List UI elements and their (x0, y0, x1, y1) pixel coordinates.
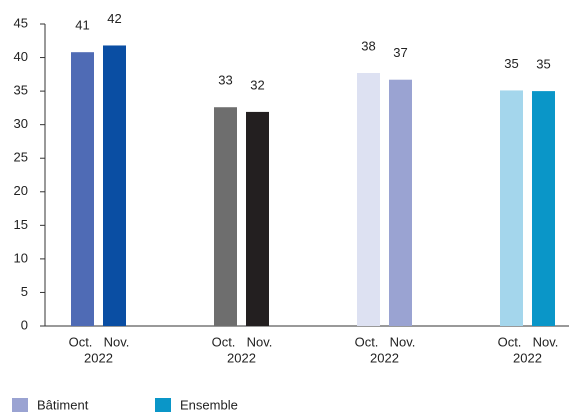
value-label: 37 (393, 45, 407, 60)
bar (532, 91, 555, 326)
y-tick-label: 45 (14, 15, 28, 30)
value-label: 38 (361, 38, 375, 53)
y-tick-label: 25 (14, 150, 28, 165)
value-label: 35 (536, 57, 550, 72)
y-tick-label: 35 (14, 83, 28, 98)
x-tick-label: Nov. (390, 334, 416, 349)
bar (103, 45, 126, 326)
y-tick-label: 10 (14, 250, 28, 265)
bar (500, 90, 523, 326)
x-tick-label: Nov. (533, 334, 559, 349)
x-year-label: 2022 (370, 350, 399, 365)
value-label: 42 (107, 11, 121, 26)
bar (214, 107, 237, 327)
y-tick-label: 15 (14, 217, 28, 232)
legend-swatch (155, 398, 171, 412)
legend-swatch (12, 398, 28, 412)
x-tick-label: Oct. (498, 334, 522, 349)
legend-label: Bâtiment (37, 397, 89, 412)
x-tick-label: Nov. (104, 334, 130, 349)
y-tick-label: 0 (21, 317, 28, 332)
bar (389, 79, 412, 326)
value-label: 35 (504, 56, 518, 71)
x-tick-label: Oct. (69, 334, 93, 349)
x-year-label: 2022 (227, 350, 256, 365)
legend-label: Ensemble (180, 397, 238, 412)
x-tick-label: Nov. (247, 334, 273, 349)
value-label: 32 (250, 77, 264, 92)
bar (246, 111, 269, 326)
bar (357, 72, 380, 326)
y-tick-label: 5 (21, 284, 28, 299)
bar (71, 52, 94, 326)
x-year-label: 2022 (84, 350, 113, 365)
y-tick-label: 20 (14, 183, 28, 198)
value-label: 41 (75, 18, 89, 33)
x-tick-label: Oct. (212, 334, 236, 349)
x-tick-label: Oct. (355, 334, 379, 349)
y-tick-label: 30 (14, 116, 28, 131)
value-label: 33 (218, 73, 232, 88)
y-tick-label: 40 (14, 49, 28, 64)
x-year-label: 2022 (513, 350, 542, 365)
